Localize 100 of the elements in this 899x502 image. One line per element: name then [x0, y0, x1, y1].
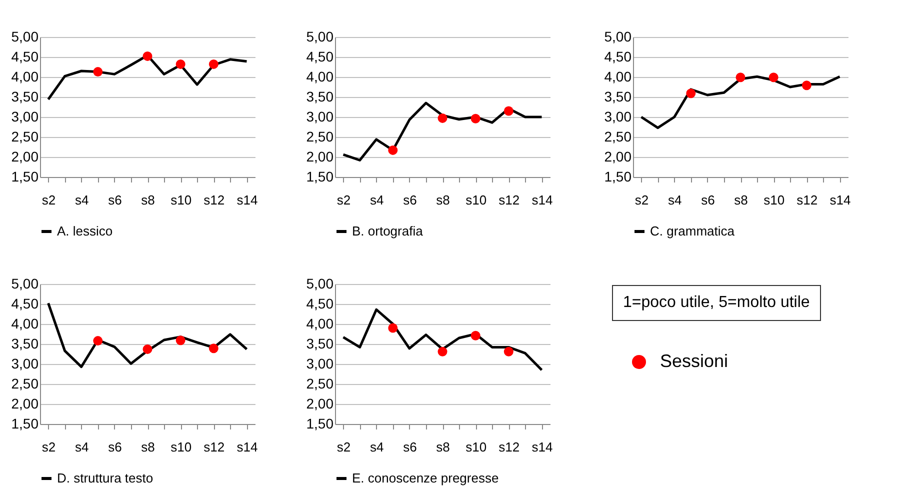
x-tick-label: s12: [796, 192, 818, 208]
x-tick-label: s10: [170, 192, 192, 208]
y-tick-label: 4,00: [306, 68, 334, 84]
y-tick-label: 5,00: [306, 28, 334, 44]
x-tick-label: s4: [370, 440, 384, 454]
y-tick-label: 5,00: [306, 276, 334, 292]
y-tick-label: 4,00: [604, 68, 632, 84]
text: Sessioni: [660, 351, 728, 372]
y-tick-label: 4,00: [11, 316, 39, 332]
point: [768, 72, 778, 82]
x-tick-label: s14: [236, 440, 258, 454]
point: [686, 88, 696, 98]
y-tick-label: 3,00: [306, 108, 334, 124]
y-tick-label: 3,50: [306, 88, 334, 104]
x-tick-label: s4: [370, 192, 384, 208]
y-tick-label: 1,50: [11, 168, 39, 184]
x-tick-label: s14: [236, 192, 258, 208]
y-tick-label: 2,50: [604, 128, 632, 144]
x-tick-label: s4: [74, 192, 89, 208]
y-tick-label: 4,00: [306, 316, 334, 332]
x-tick-label: s2: [42, 440, 56, 454]
point: [470, 330, 480, 340]
point: [142, 51, 152, 61]
legend-label: B. ortografia: [352, 224, 424, 238]
y-tick-label: 2,00: [11, 148, 39, 164]
x-tick-label: s12: [204, 440, 225, 454]
x-tick-label: s2: [336, 440, 351, 454]
x-tick-label: s6: [108, 440, 122, 454]
y-tick-label: 5,00: [604, 28, 632, 44]
x-tick-label: s14: [830, 192, 851, 208]
x-tick-label: s14: [532, 440, 553, 454]
x-tick-label: s8: [436, 192, 450, 208]
x-tick-label: s2: [42, 192, 56, 208]
y-tick-label: 2,50: [306, 128, 334, 144]
point: [176, 336, 186, 346]
point: [176, 59, 186, 69]
x-tick-label: s10: [764, 192, 785, 208]
point: [93, 67, 103, 77]
y-tick-label: 4,50: [306, 48, 334, 64]
point: [142, 344, 152, 354]
x-tick-label: s6: [403, 440, 417, 454]
x-tick-label: s12: [498, 440, 520, 454]
x-tick-label: s8: [734, 192, 748, 208]
point: [93, 336, 103, 346]
text: 1=poco utile, 5=molto utile: [612, 285, 821, 321]
y-tick-label: 4,50: [11, 296, 39, 312]
point: [736, 72, 746, 82]
y-tick-label: 1,50: [11, 416, 39, 432]
point: [438, 113, 448, 123]
line-series: [342, 102, 543, 162]
line-series: [47, 302, 248, 368]
x-tick-label: s10: [466, 440, 487, 454]
y-tick-label: 4,00: [11, 68, 39, 84]
x-tick-label: s4: [668, 192, 682, 208]
y-tick-label: 1,50: [604, 168, 632, 184]
y-tick-label: 4,50: [11, 48, 39, 64]
y-tick-label: 2,00: [306, 396, 334, 412]
point: [388, 145, 398, 155]
x-tick-label: s14: [532, 192, 553, 208]
y-tick-label: 2,50: [11, 128, 39, 144]
y-tick-label: 2,00: [11, 396, 39, 412]
x-tick-label: s8: [141, 192, 155, 208]
line-series: [342, 308, 543, 372]
x-tick-label: s6: [108, 192, 122, 208]
x-tick-label: s10: [466, 192, 487, 208]
x-tick-label: s12: [498, 192, 520, 208]
x-tick-label: s4: [74, 440, 89, 454]
y-tick-label: 2,00: [306, 148, 334, 164]
x-tick-label: s2: [634, 192, 649, 208]
x-tick-label: s6: [403, 192, 417, 208]
x-tick-label: s2: [336, 192, 351, 208]
legend-label: A. lessico: [57, 224, 113, 238]
point: [388, 323, 398, 333]
point: [504, 106, 514, 116]
legend-label: E. conoscenze pregresse: [352, 470, 499, 486]
y-tick-label: 2,50: [306, 376, 334, 392]
y-tick-label: 2,50: [11, 376, 39, 392]
y-tick-label: 3,50: [11, 88, 39, 104]
y-tick-label: 3,00: [604, 108, 632, 124]
x-tick-label: s12: [204, 192, 225, 208]
point: [208, 344, 218, 354]
y-tick-label: 3,00: [306, 356, 334, 372]
y-tick-label: 3,50: [604, 88, 632, 104]
x-tick-label: s8: [141, 440, 155, 454]
y-tick-label: 2,00: [604, 148, 632, 164]
point: [504, 346, 514, 356]
point: [208, 59, 218, 69]
x-tick-label: s10: [170, 440, 192, 454]
y-tick-label: 1,50: [306, 416, 334, 432]
point: [802, 80, 812, 90]
x-tick-label: s8: [436, 440, 450, 454]
y-tick-label: 3,00: [11, 356, 39, 372]
y-tick-label: 4,50: [306, 296, 334, 312]
y-tick-label: 3,50: [306, 336, 334, 352]
point: [470, 114, 480, 124]
y-tick-label: 1,50: [306, 168, 334, 184]
point: [438, 346, 448, 356]
x-tick-label: s6: [701, 192, 715, 208]
legend-label: D. struttura testo: [57, 470, 154, 486]
y-tick-label: 4,50: [604, 48, 632, 64]
